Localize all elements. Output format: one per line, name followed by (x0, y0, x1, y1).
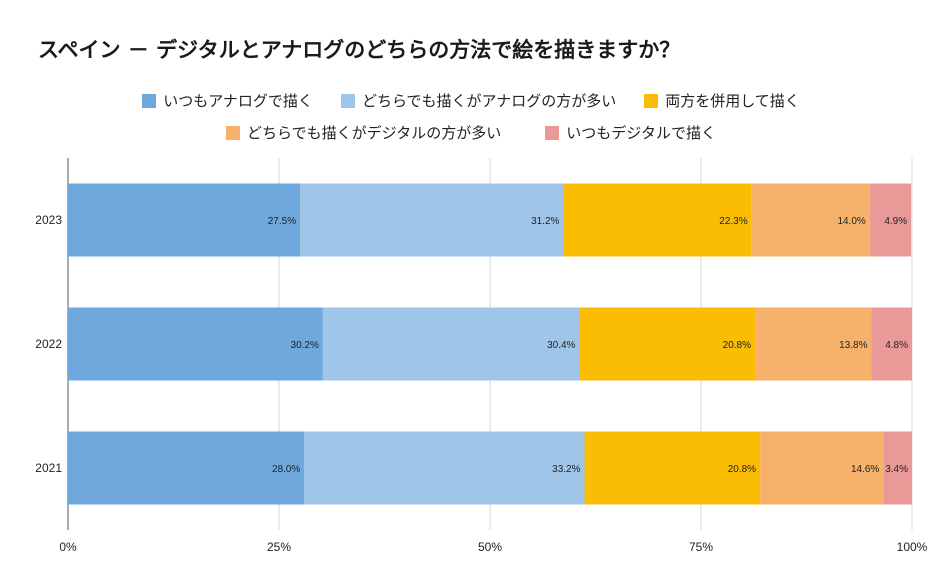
legend-item-digital-mostly: どちらでも描くがデジタルの方が多い (226, 122, 501, 143)
data-label: 13.8% (839, 340, 867, 351)
data-label: 30.4% (547, 340, 575, 351)
legend-swatch (142, 93, 157, 108)
legend-label: どちらでも描くがデジタルの方が多い (247, 124, 502, 142)
data-label: 14.0% (837, 216, 865, 227)
y-tick-label: 2023 (35, 213, 62, 227)
chart-title: スペイン － デジタルとアナログのどちらの方法で絵を描きますか？ (38, 38, 681, 62)
bar-segment (579, 307, 756, 381)
bar-segment (869, 183, 912, 257)
y-tick-label: 2022 (35, 337, 62, 351)
legend-item-analog-mostly: どちらでも描くがアナログの方が多い (340, 90, 617, 111)
data-label: 4.8% (885, 340, 908, 351)
bar-segment (68, 183, 301, 257)
x-tick-label: 100% (897, 540, 928, 554)
x-tick-label: 0% (59, 540, 77, 554)
legend-label: 両方を併用して描く (665, 92, 800, 110)
bar-segment (68, 431, 305, 505)
data-label: 20.8% (723, 340, 751, 351)
data-label: 28.0% (272, 464, 300, 475)
x-tick-label: 75% (689, 540, 713, 554)
legend-swatch (545, 125, 560, 140)
legend-label: どちらでも描くがアナログの方が多い (361, 92, 617, 110)
data-label: 33.2% (552, 464, 580, 475)
legend-label: いつもデジタルで描く (566, 124, 716, 142)
data-label: 22.3% (719, 216, 747, 227)
legend-label: いつもアナログで描く (163, 92, 313, 110)
bar-segment (304, 431, 585, 505)
legend-swatch (340, 93, 355, 108)
legend-item-both: 両方を併用して描く (644, 90, 800, 111)
legend-item-digital-always: いつもデジタルで描く (545, 122, 716, 143)
legend-row-1: いつもアナログで描く どちらでも描くがアナログの方が多い 両方を併用して描く (0, 90, 942, 111)
legend-swatch (644, 93, 659, 108)
data-label: 14.6% (851, 464, 879, 475)
legend-row-2: どちらでも描くがデジタルの方が多い いつもデジタルで描く (0, 122, 942, 143)
bar-segment (322, 307, 580, 381)
data-label: 4.9% (884, 216, 907, 227)
y-tick-label: 2021 (35, 461, 62, 475)
data-label: 31.2% (531, 216, 559, 227)
x-tick-label: 25% (267, 540, 291, 554)
legend-item-analog-always: いつもアナログで描く (142, 90, 313, 111)
legend-swatch (226, 125, 241, 140)
bar-segment (68, 307, 323, 381)
data-label: 30.2% (291, 340, 319, 351)
data-label: 3.4% (885, 464, 908, 475)
data-label: 20.8% (728, 464, 756, 475)
bar-segment (755, 307, 872, 381)
bar-segment (760, 431, 884, 505)
bar-segment (300, 183, 564, 257)
bar-segment (563, 183, 752, 257)
bar-segment (584, 431, 761, 505)
bar-segment (883, 431, 912, 505)
x-tick-label: 50% (478, 540, 502, 554)
bar-segment (871, 307, 912, 381)
data-label: 27.5% (268, 216, 296, 227)
bar-segment (751, 183, 870, 257)
